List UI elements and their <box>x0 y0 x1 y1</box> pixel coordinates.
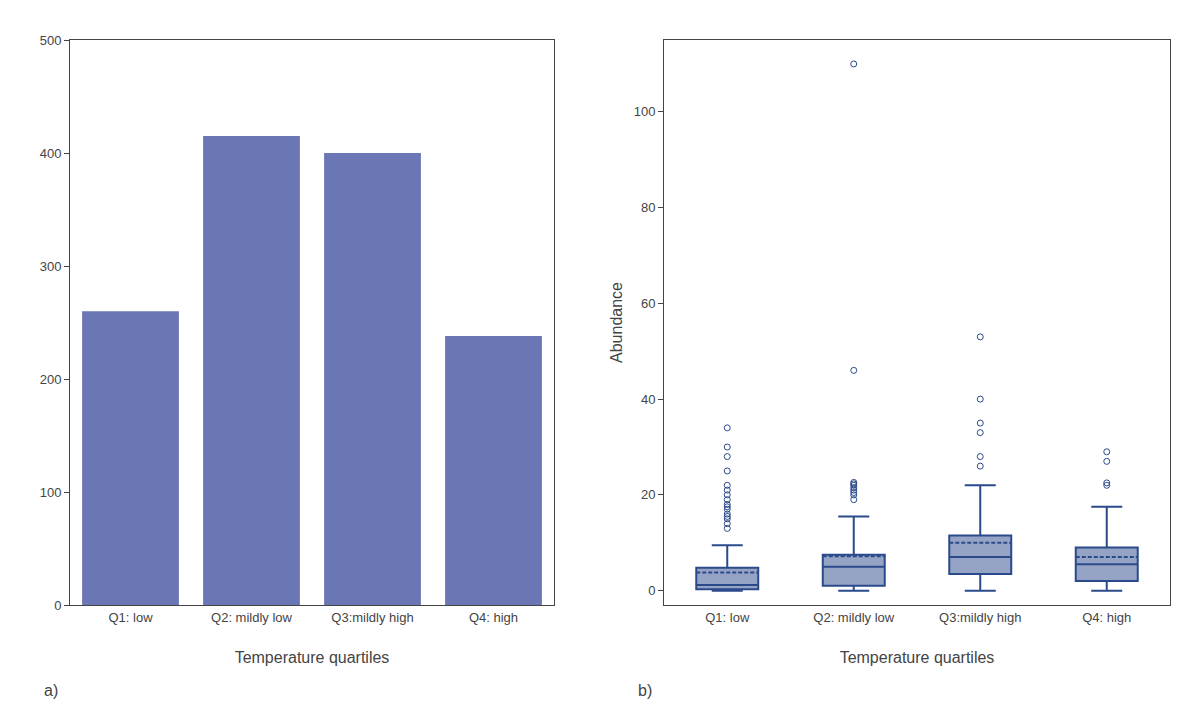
svg-text:0: 0 <box>648 583 655 598</box>
svg-text:Q4: high: Q4: high <box>469 610 518 625</box>
svg-text:Temperature quartiles: Temperature quartiles <box>840 649 995 666</box>
svg-text:Q3:mildly high: Q3:mildly high <box>939 610 1021 625</box>
svg-text:b): b) <box>638 682 652 699</box>
svg-text:60: 60 <box>641 296 655 311</box>
svg-text:200: 200 <box>40 372 62 387</box>
svg-text:Temperature quartiles: Temperature quartiles <box>235 649 390 666</box>
svg-text:Q3:mildly high: Q3:mildly high <box>331 610 413 625</box>
svg-text:40: 40 <box>641 392 655 407</box>
svg-text:Q1: low: Q1: low <box>108 610 153 625</box>
svg-text:Q2: mildly low: Q2: mildly low <box>211 610 293 625</box>
svg-text:0: 0 <box>54 598 61 613</box>
svg-text:20: 20 <box>641 487 655 502</box>
svg-text:80: 80 <box>641 200 655 215</box>
svg-text:100: 100 <box>634 104 656 119</box>
svg-text:Q2: mildly low: Q2: mildly low <box>813 610 895 625</box>
svg-text:Q4: high: Q4: high <box>1082 610 1131 625</box>
svg-text:a): a) <box>44 682 58 699</box>
svg-text:Q1: low: Q1: low <box>705 610 750 625</box>
svg-text:100: 100 <box>40 485 62 500</box>
svg-text:300: 300 <box>40 259 62 274</box>
svg-text:500: 500 <box>40 33 62 48</box>
svg-text:Abundance: Abundance <box>608 282 625 363</box>
svg-text:400: 400 <box>40 146 62 161</box>
